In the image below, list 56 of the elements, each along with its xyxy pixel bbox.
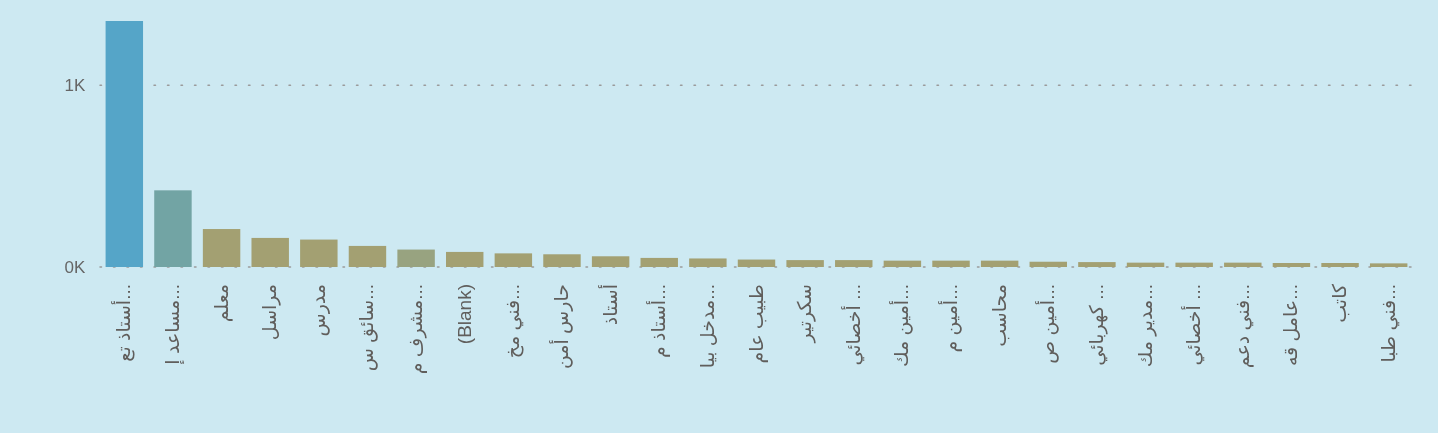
bar bbox=[737, 259, 776, 267]
bar bbox=[1175, 262, 1213, 267]
bar bbox=[1224, 262, 1262, 267]
x-tick-label: أخصائي ... bbox=[1181, 284, 1206, 366]
x-tick-label: مساعد إ... bbox=[161, 284, 185, 365]
x-tick-label: أمين م... bbox=[938, 284, 963, 353]
x-tick-label: فني طبا... bbox=[1377, 284, 1400, 363]
y-tick-label: 0K bbox=[64, 258, 87, 277]
x-tick-label: طبيب عام bbox=[745, 284, 768, 364]
bar bbox=[1029, 261, 1067, 267]
x-tick-label: فني مخ... bbox=[502, 284, 525, 359]
bar bbox=[980, 260, 1019, 267]
x-tick-label: أستاذ تع... bbox=[111, 284, 136, 362]
bar bbox=[202, 229, 241, 267]
bar bbox=[397, 249, 435, 267]
x-tick-label: حارس أمن bbox=[548, 284, 573, 370]
bar bbox=[689, 258, 727, 267]
x-tick-label: معلم bbox=[210, 284, 233, 323]
x-tick-label: مدير مك... bbox=[1134, 284, 1157, 368]
x-tick-label: كهربائي ... bbox=[1085, 284, 1108, 366]
bar bbox=[105, 21, 144, 267]
y-tick-label: 1K bbox=[64, 76, 87, 96]
x-tick-label: أمين مك... bbox=[889, 284, 914, 367]
bar bbox=[835, 260, 873, 267]
bar bbox=[1078, 262, 1116, 267]
x-tick-label: أستاذ bbox=[597, 284, 621, 326]
x-tick-label: مدخل بيا... bbox=[696, 284, 718, 369]
x-tick-label: محاسب bbox=[988, 284, 1010, 347]
bar bbox=[446, 251, 484, 267]
x-tick-label: أستاذ م... bbox=[646, 284, 671, 359]
bar bbox=[1321, 263, 1359, 267]
bar bbox=[591, 256, 630, 267]
x-tick-label: عامل قه... bbox=[1280, 284, 1302, 367]
bar bbox=[1369, 263, 1408, 267]
x-tick-label: كاتب bbox=[1329, 283, 1351, 323]
bar bbox=[348, 245, 387, 267]
bar bbox=[300, 239, 338, 267]
x-tick-label: مراسل bbox=[259, 284, 282, 341]
bar bbox=[494, 253, 533, 267]
bar bbox=[786, 260, 824, 267]
bar bbox=[251, 237, 289, 267]
x-tick-label: مشرف م... bbox=[405, 284, 428, 375]
bar bbox=[543, 254, 581, 267]
x-tick-label: (Blank) bbox=[453, 284, 475, 345]
x-tick-label: أمين ص... bbox=[1035, 284, 1060, 364]
x-tick-label: فني دعم... bbox=[1231, 284, 1254, 369]
x-tick-label: مدرس bbox=[307, 284, 330, 337]
bar bbox=[932, 260, 970, 267]
bar bbox=[154, 190, 192, 267]
x-tick-label: سائق س... bbox=[356, 284, 379, 372]
bar bbox=[640, 257, 678, 267]
bar bbox=[1126, 262, 1165, 267]
x-tick-label: سكرتير bbox=[794, 284, 817, 344]
bar bbox=[883, 260, 922, 267]
x-tick-label: أخصائي ... bbox=[840, 284, 865, 366]
bar bbox=[1272, 263, 1311, 267]
